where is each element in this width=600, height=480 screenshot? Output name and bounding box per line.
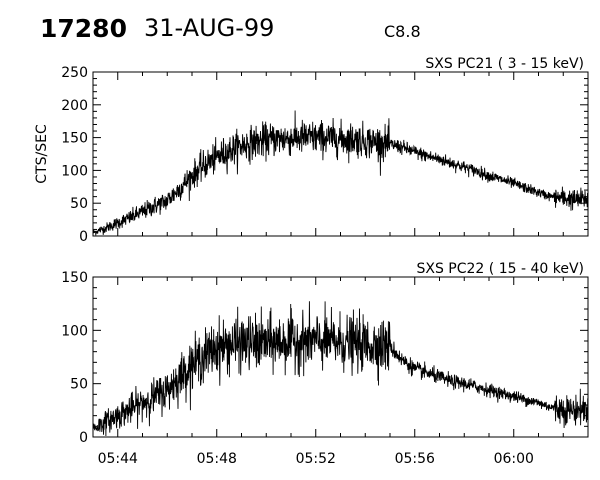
plot-frame	[92, 276, 589, 438]
x-tick-label: 06:00	[494, 451, 534, 467]
y-tick-label: 250	[61, 65, 88, 81]
y-tick-label: 200	[61, 98, 88, 114]
y-tick-label: 100	[61, 163, 88, 179]
x-tick-label: 05:48	[197, 451, 237, 467]
x-tick-label: 05:52	[296, 451, 336, 467]
flare-class: C8.8	[384, 22, 421, 41]
panel-title: SXS PC21 ( 3 - 15 keV)	[425, 56, 584, 72]
y-tick-label: 150	[61, 131, 88, 147]
y-tick-label: 150	[61, 270, 88, 286]
rate-series-line	[92, 110, 589, 236]
plot-frame	[92, 71, 589, 237]
y-tick-label: 50	[70, 377, 88, 393]
y-tick-label: 0	[79, 229, 88, 245]
y-tick-label: 100	[61, 323, 88, 339]
rate-series-line	[92, 301, 589, 437]
y-tick-label: 50	[70, 196, 88, 212]
event-id: 17280	[40, 14, 127, 43]
y-tick-label: 0	[79, 430, 88, 446]
panel-title: SXS PC22 ( 15 - 40 keV)	[416, 261, 584, 277]
x-tick-label: 05:56	[395, 451, 435, 467]
y-axis-label: CTS/SEC	[34, 124, 50, 184]
event-date: 31-AUG-99	[144, 14, 275, 42]
x-tick-label: 05:44	[98, 451, 138, 467]
